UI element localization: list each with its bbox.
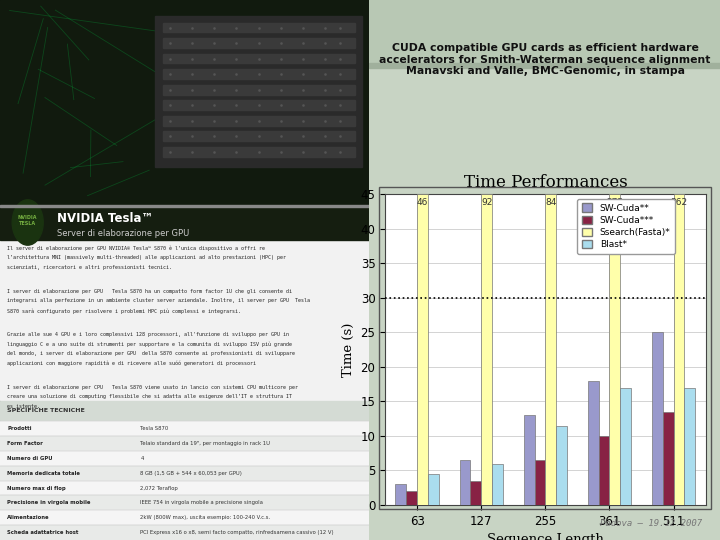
Bar	[369, 0, 720, 65]
Text: I server di elaborazione per CPU   Tesla S870 viene usato in lancio con sistemi : I server di elaborazione per CPU Tesla S…	[7, 384, 298, 390]
Bar	[163, 54, 354, 64]
Bar	[0, 421, 369, 436]
Text: IEEE 754 in virgola mobile a precisione singola: IEEE 754 in virgola mobile a precisione …	[140, 501, 264, 505]
Bar	[0, 205, 369, 240]
Bar	[588, 381, 598, 505]
Text: Memoria dedicata totale: Memoria dedicata totale	[7, 471, 81, 476]
Bar	[163, 85, 354, 94]
X-axis label: Sequence Length: Sequence Length	[487, 533, 604, 540]
Text: scienziati, ricercatori e altri professionisti tecnici.: scienziati, ricercatori e altri professi…	[7, 265, 172, 270]
Bar	[418, 194, 428, 505]
Bar	[482, 194, 492, 505]
Bar	[163, 23, 354, 32]
Text: Tesla S870: Tesla S870	[140, 426, 168, 431]
Bar	[674, 194, 685, 505]
Bar	[0, 240, 369, 400]
Text: 4: 4	[140, 456, 144, 461]
Bar	[0, 436, 369, 451]
Bar	[0, 205, 369, 207]
Bar	[0, 525, 369, 540]
Bar	[163, 131, 354, 141]
Text: integrarsi alla perfezione in un ambiente cluster server aziendale. Inoltre, il : integrarsi alla perfezione in un ambient…	[7, 299, 310, 303]
Bar	[0, 481, 369, 496]
Bar	[546, 194, 557, 505]
Bar	[598, 436, 609, 505]
Text: Numero di GPU: Numero di GPU	[7, 456, 53, 461]
Text: PCI Express x16 o x8, semi facto compatto, rinfredsamena cassivo (12 V): PCI Express x16 o x8, semi facto compatt…	[140, 530, 334, 535]
Bar	[406, 491, 418, 505]
Text: 84: 84	[545, 198, 557, 207]
Text: 2,072 Teraflop: 2,072 Teraflop	[140, 485, 178, 490]
Text: Form Factor: Form Factor	[7, 441, 43, 446]
Text: 2kW (800W max), uscita esempio: 100-240 V.c.s.: 2kW (800W max), uscita esempio: 100-240 …	[140, 515, 271, 520]
Text: I server di elaborazione per GPU   Tesla S870 ha un compatto form factor 1U che : I server di elaborazione per GPU Tesla S…	[7, 289, 292, 294]
Bar	[163, 69, 354, 79]
Text: 8 GB (1,5 GB + 544 x 60,053 per GPU): 8 GB (1,5 GB + 544 x 60,053 per GPU)	[140, 471, 242, 476]
Title: Time Performances: Time Performances	[464, 174, 627, 192]
Text: 275: 275	[606, 198, 624, 207]
Text: Padova – 19.12.2007: Padova – 19.12.2007	[600, 519, 702, 528]
Text: Prodotti: Prodotti	[7, 426, 32, 431]
Bar	[0, 451, 369, 465]
Text: Numero max di flop: Numero max di flop	[7, 485, 66, 490]
Y-axis label: Time (s): Time (s)	[342, 322, 355, 377]
Text: creare una soluzione di computing flessibile che si adatta alle esigenze dell’IT: creare una soluzione di computing flessi…	[7, 394, 292, 399]
Text: 362: 362	[670, 198, 688, 207]
Bar	[685, 388, 696, 505]
Circle shape	[12, 200, 43, 245]
Text: Scheda adattatrice host: Scheda adattatrice host	[7, 530, 78, 535]
Text: l’architettura MNI (massively multi-threaded) alle applicazioni ad alto prestazi: l’architettura MNI (massively multi-thre…	[7, 255, 287, 260]
Bar	[163, 147, 354, 157]
Bar	[0, 510, 369, 525]
Text: 46: 46	[417, 198, 428, 207]
Bar	[621, 388, 631, 505]
Bar	[163, 100, 354, 110]
Text: del mondo, i server di elaborazione per GPU  della S870 consente ai professionis: del mondo, i server di elaborazione per …	[7, 351, 295, 356]
Bar	[470, 481, 482, 505]
Bar	[662, 412, 674, 505]
Text: Server di elaborazione per GPU: Server di elaborazione per GPU	[58, 229, 189, 238]
Text: NVIDIA
TESLA: NVIDIA TESLA	[18, 215, 37, 226]
Bar	[0, 0, 369, 205]
Bar	[652, 333, 662, 505]
Bar	[155, 16, 362, 167]
Text: applicazioni con maggiore rapidità e di ricevere alle suóó generatori di process: applicazioni con maggiore rapidità e di …	[7, 361, 256, 366]
Text: Precisione in virgola mobile: Precisione in virgola mobile	[7, 501, 91, 505]
Text: Telaio standard da 19", per montaggio in rack 1U: Telaio standard da 19", per montaggio in…	[140, 441, 270, 446]
Text: NVIDIA Tesla™: NVIDIA Tesla™	[58, 212, 153, 225]
Text: Alimentazione: Alimentazione	[7, 515, 50, 520]
Bar	[459, 460, 470, 505]
Legend: SW-Cuda**, SW-Cuda***, Ssearch(Fasta)*, Blast*: SW-Cuda**, SW-Cuda***, Ssearch(Fasta)*, …	[577, 199, 675, 254]
Text: SPECIFICHE TECNICHE: SPECIFICHE TECNICHE	[7, 408, 85, 414]
Text: Il server di elaborazione per GPU NVIDIA® Tesla™ S870 è l’unica dispositivo a of: Il server di elaborazione per GPU NVIDIA…	[7, 246, 266, 251]
Text: S870 sarà configurato per risolvere i problemi HPC più complessi e integrarsi.: S870 sarà configurato per risolvere i pr…	[7, 308, 241, 314]
Bar	[369, 63, 720, 68]
Bar	[0, 401, 369, 421]
Bar	[609, 194, 621, 505]
Bar	[557, 426, 567, 505]
Text: CUDA compatible GPU cards as efficient hardware
accelerators for Smith-Waterman : CUDA compatible GPU cards as efficient h…	[379, 43, 711, 76]
Text: Grazie alle sue 4 GPU e i loro complessivi 128 processori, all'funzione di svilu: Grazie alle sue 4 GPU e i loro complessi…	[7, 332, 289, 337]
Text: 92: 92	[481, 198, 492, 207]
Bar	[534, 460, 546, 505]
Bar	[428, 474, 439, 505]
Text: linguaggio C e a uno suite di strumenti per supportare e la comunita di sviluppo: linguaggio C e a uno suite di strumenti …	[7, 341, 292, 347]
Bar	[523, 415, 534, 505]
Bar	[163, 38, 354, 48]
Bar	[0, 465, 369, 481]
Bar	[163, 116, 354, 126]
Bar	[395, 484, 406, 505]
Bar	[0, 496, 369, 510]
Text: es istente.: es istente.	[7, 404, 40, 409]
Bar	[492, 463, 503, 505]
